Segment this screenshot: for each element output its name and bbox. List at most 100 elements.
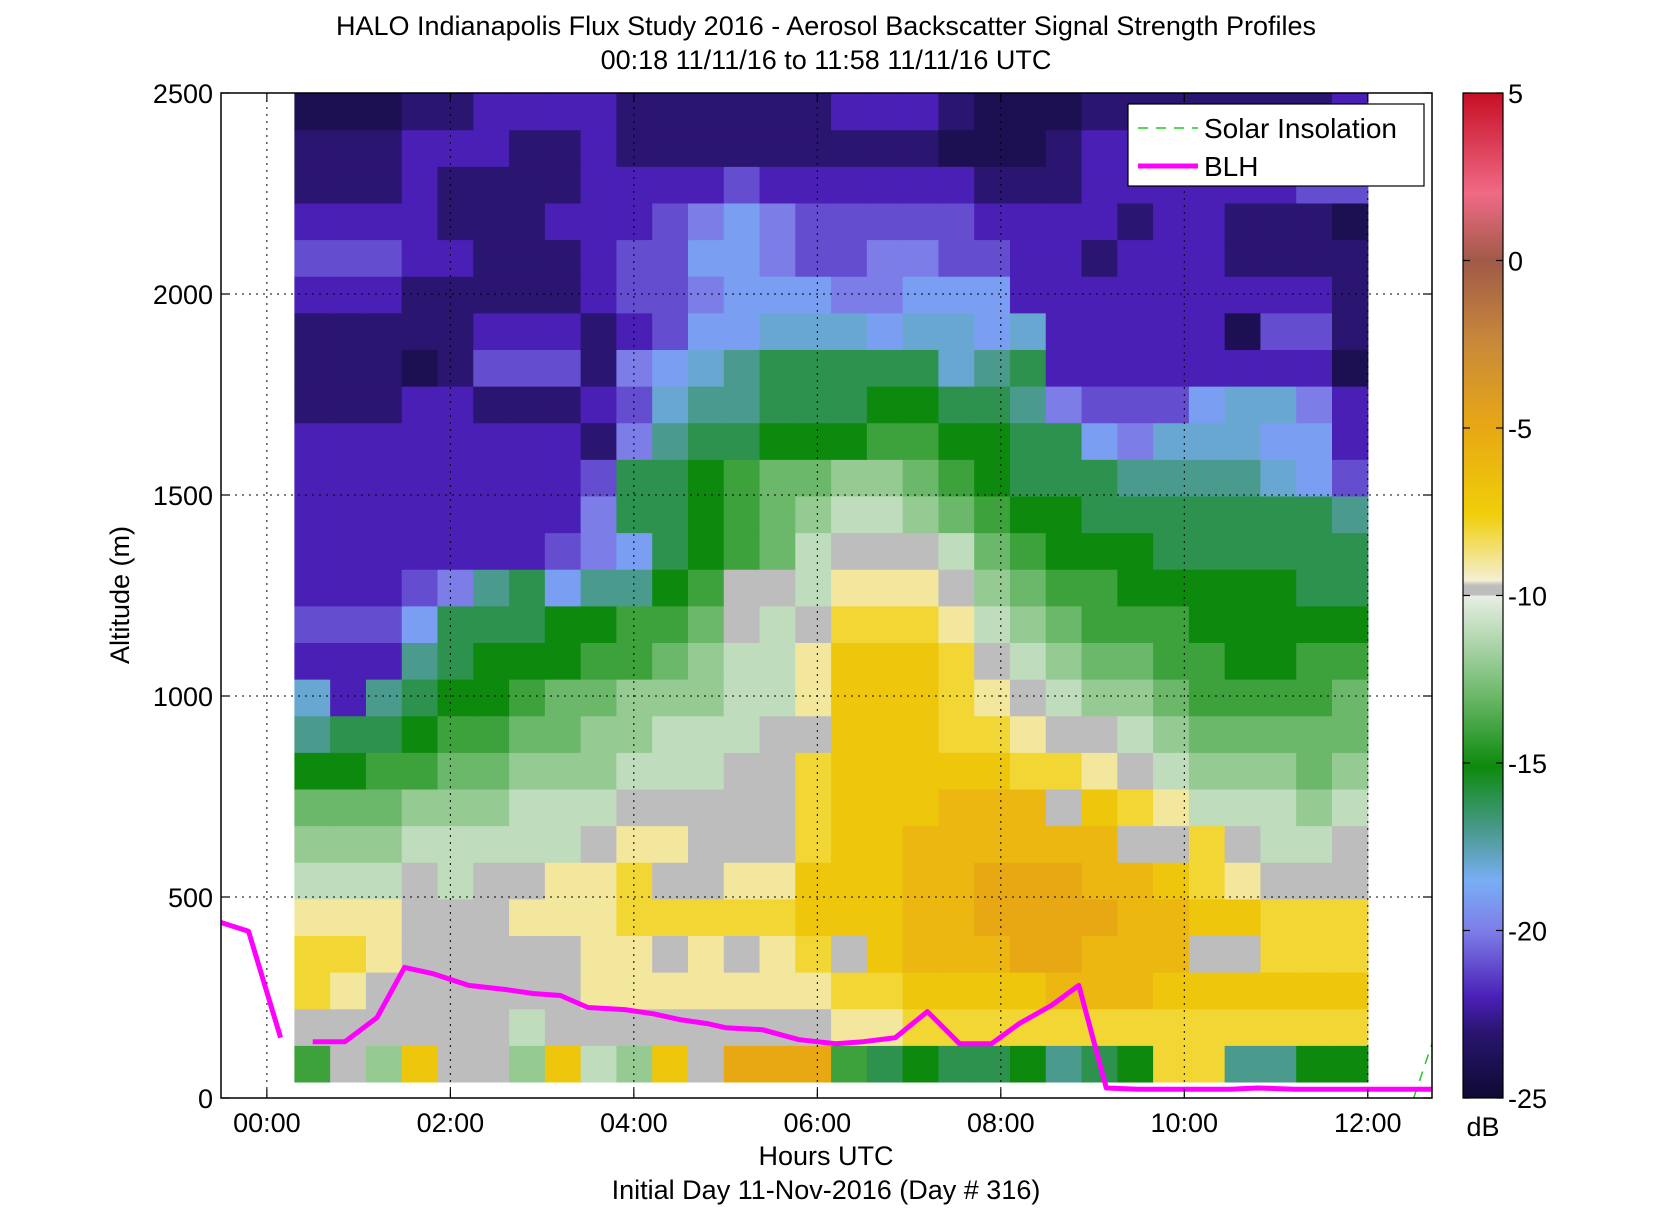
colorbar-tick-label: 0 (1508, 247, 1523, 277)
heatmap-cell (866, 276, 904, 314)
heatmap-cell (723, 605, 761, 643)
heatmap-cell (795, 422, 832, 460)
heatmap-cell (365, 569, 403, 607)
heatmap-cell (723, 935, 761, 973)
heatmap-cell (687, 129, 725, 167)
heatmap-cell (330, 386, 367, 424)
heatmap-cell (1296, 276, 1333, 314)
heatmap-cell (831, 935, 868, 973)
heatmap-cell (723, 569, 761, 607)
heatmap-cell (616, 202, 653, 241)
heatmap-cell (723, 276, 761, 314)
heatmap-cell (795, 715, 832, 753)
heatmap-cell (294, 349, 331, 387)
heatmap-cell (616, 166, 653, 204)
heatmap-cell (437, 312, 474, 350)
heatmap-cell (687, 349, 725, 387)
heatmap-cell (938, 276, 975, 314)
heatmap-cell (1260, 1045, 1297, 1083)
heatmap-cell (723, 202, 761, 241)
heatmap-cell (723, 679, 761, 717)
heatmap-cell (473, 569, 510, 607)
heatmap-cell (473, 386, 510, 424)
heatmap-cell (1296, 422, 1333, 460)
heatmap-cell (580, 276, 618, 314)
heatmap-cell (687, 459, 725, 497)
heatmap-cell (1081, 569, 1118, 607)
heatmap-cell (294, 422, 331, 460)
heatmap-cell (365, 93, 403, 131)
heatmap-cell (652, 93, 689, 131)
heatmap-cell (1045, 312, 1083, 350)
heatmap-cell (1117, 715, 1154, 753)
heatmap-cell (401, 422, 439, 460)
heatmap-cell (616, 642, 653, 680)
heatmap-cell (1188, 569, 1226, 607)
heatmap-cell (1296, 459, 1333, 497)
heatmap-cell (580, 1045, 618, 1083)
heatmap-cell (795, 642, 832, 680)
plot-frame (220, 92, 1433, 1099)
heatmap-cell (1009, 752, 1047, 790)
heatmap-cell (401, 202, 439, 241)
heatmap-cell (795, 788, 832, 827)
heatmap-cell (1296, 1008, 1333, 1046)
heatmap-cell (866, 93, 904, 131)
heatmap-cell (509, 1045, 546, 1083)
heatmap-cell (1332, 312, 1369, 350)
heatmap-cell (616, 532, 653, 570)
heatmap-cell (1117, 349, 1154, 387)
heatmap-cell (1117, 862, 1154, 900)
heatmap-cell (1332, 276, 1369, 314)
heatmap-cell (1009, 349, 1047, 387)
heatmap-cell (1332, 605, 1369, 643)
heatmap-cell (365, 752, 403, 790)
heatmap-cell (974, 788, 1011, 827)
heatmap-cell (938, 93, 975, 131)
heatmap-cell (1296, 788, 1333, 827)
heatmap-cell (1153, 422, 1190, 460)
heatmap-cell (1296, 386, 1333, 424)
heatmap-cell (1224, 532, 1262, 570)
heatmap-cell (1117, 386, 1154, 424)
colorbar-unit: dB (1466, 1112, 1499, 1142)
heatmap-cell (580, 239, 618, 277)
heatmap-cell (330, 642, 367, 680)
heatmap-cell (401, 276, 439, 314)
heatmap-cell (401, 825, 439, 863)
heatmap-cell (723, 312, 761, 350)
heatmap-cell (580, 1008, 618, 1046)
heatmap-cell (1009, 166, 1047, 204)
heatmap-cell (1188, 495, 1226, 534)
heatmap-cell (1332, 935, 1369, 973)
heatmap-cell (974, 679, 1011, 717)
heatmap-cell (831, 349, 868, 387)
heatmap-cell (294, 495, 331, 534)
heatmap-cell (938, 752, 975, 790)
heatmap-cell (723, 459, 761, 497)
heatmap-cell (401, 569, 439, 607)
heatmap-cell (509, 715, 546, 753)
heatmap-cell (938, 715, 975, 753)
heatmap-cell (330, 1045, 367, 1083)
heatmap-cell (1224, 312, 1262, 350)
heatmap-cell (330, 422, 367, 460)
heatmap-cell (1224, 422, 1262, 460)
heatmap-cell (473, 752, 510, 790)
heatmap-cell (1224, 1008, 1262, 1046)
heatmap-cell (437, 1045, 474, 1083)
heatmap-cell (473, 898, 510, 937)
heatmap-cell (687, 679, 725, 717)
heatmap-cell (1081, 972, 1118, 1010)
heatmap-cell (294, 532, 331, 570)
heatmap-cell (902, 129, 940, 167)
heatmap-cell (795, 1045, 832, 1083)
heatmap-cell (509, 422, 546, 460)
heatmap-cell (544, 202, 582, 241)
heatmap-cell (1260, 898, 1297, 937)
heatmap-cell (1009, 605, 1047, 643)
heatmap-cell (938, 605, 975, 643)
legend-label-blh: BLH (1204, 151, 1258, 182)
heatmap-cell (330, 788, 367, 827)
